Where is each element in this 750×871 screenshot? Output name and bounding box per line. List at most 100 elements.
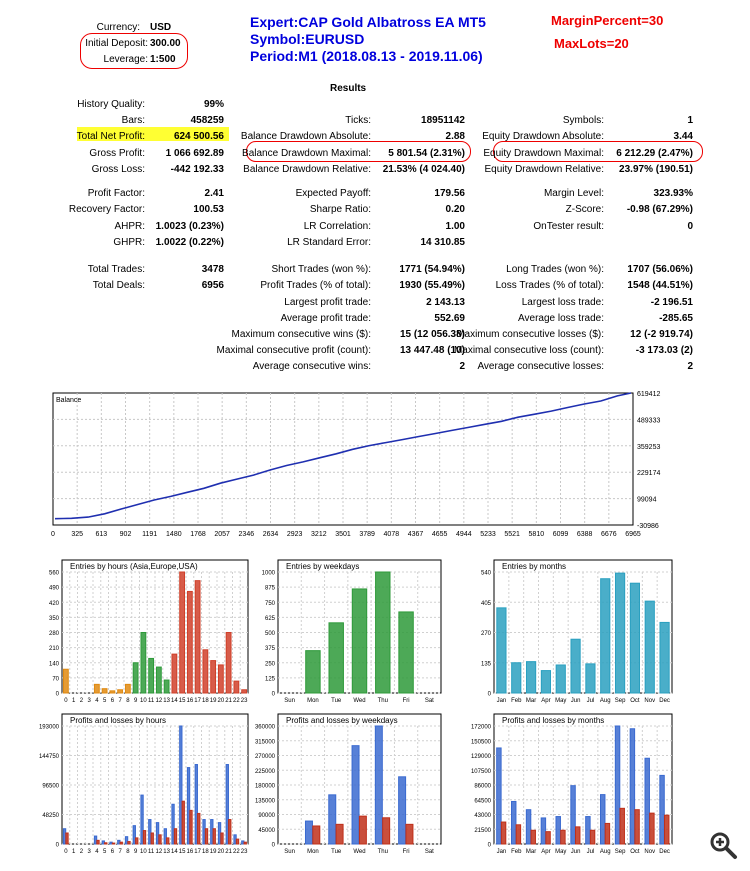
x-tick-label: 3: [87, 849, 91, 855]
y-tick-label: 0: [56, 692, 60, 698]
x-tick-label: Wed: [353, 698, 365, 704]
bar: [305, 650, 321, 694]
y-tick-label: 107500: [471, 769, 492, 775]
bar: [496, 607, 507, 694]
max-lots-text: MaxLots=20: [554, 36, 629, 51]
profit-bar: [163, 828, 167, 845]
profit-bar: [600, 794, 606, 845]
x-tick-label: 16: [187, 698, 194, 704]
stat-label: Equity Drawdown Relative:: [484, 163, 605, 175]
x-tick-label: 3212: [311, 531, 327, 538]
x-tick-label: 23: [241, 698, 248, 704]
profit-bar: [585, 816, 591, 845]
bar: [132, 662, 139, 694]
stat-value: 13 447.48 (10): [399, 345, 465, 357]
profit-bar: [374, 725, 383, 845]
x-tick-label: 325: [71, 531, 83, 538]
loss-bar: [545, 831, 551, 845]
y-tick-label: 280: [49, 631, 60, 637]
loss-bar: [197, 812, 201, 845]
profit-bar: [659, 774, 665, 845]
profit-bar: [179, 725, 183, 845]
y-tick-label: 180000: [255, 784, 276, 790]
stat-label: Average loss trade:: [518, 312, 604, 324]
profit-bar: [555, 816, 561, 845]
currency-value: USD: [150, 22, 172, 33]
bar: [62, 668, 69, 694]
loss-bar: [96, 839, 100, 845]
y-tick-label: 129000: [471, 754, 492, 760]
x-tick-label: Feb: [511, 849, 522, 855]
bar: [555, 664, 566, 694]
x-tick-label: Apr: [541, 698, 550, 704]
loss-bar: [619, 807, 625, 845]
stat-value: 1771 (54.94%): [399, 264, 465, 276]
stat-value: 3478: [201, 264, 224, 276]
profit-bar: [225, 764, 229, 845]
y-tick-label: 350: [49, 616, 60, 622]
stat-value: 323.93%: [653, 188, 693, 200]
x-tick-label: Sun: [284, 849, 295, 855]
x-tick-label: 4: [95, 849, 99, 855]
x-tick-label: 14: [171, 849, 178, 855]
stat-label: Z-Score:: [565, 204, 604, 216]
y-tick-label: 86000: [474, 784, 491, 790]
x-tick-label: Thu: [378, 849, 388, 855]
stat-label: LR Standard Error:: [287, 236, 371, 248]
chart-title: Entries by hours (Asia,Europe,USA): [70, 562, 198, 571]
stat-label: Balance Drawdown Relative:: [243, 163, 371, 175]
loss-bar: [530, 829, 536, 845]
x-tick-label: Fri: [403, 849, 410, 855]
net-profit-highlight: [77, 127, 229, 141]
bar: [351, 588, 368, 694]
y-tick-label: 750: [265, 601, 276, 607]
profit-bar: [140, 794, 144, 845]
stat-label: Long Trades (won %):: [506, 264, 604, 276]
loss-bar: [204, 828, 209, 845]
stat-value: -0.98 (67.29%): [626, 204, 693, 216]
stat-value: 3.44: [673, 131, 693, 143]
loss-bar: [173, 828, 178, 845]
x-tick-label: 20: [218, 698, 225, 704]
deposit-value: 300.00: [150, 38, 181, 49]
loss-bar: [150, 832, 154, 845]
x-tick-label: Mar: [526, 698, 536, 704]
loss-bar: [575, 826, 581, 845]
stat-value: 21.53% (4 024.40): [382, 163, 465, 175]
stat-label: Loss Trades (% of total):: [495, 280, 604, 292]
bar: [614, 572, 626, 694]
x-tick-label: 1191: [142, 531, 157, 538]
stat-label: Largest profit trade:: [284, 296, 371, 308]
y-tick-label: 0: [272, 692, 276, 698]
x-tick-label: 3: [87, 698, 91, 704]
loss-bar: [382, 817, 391, 845]
x-tick-label: 5233: [480, 531, 496, 538]
y-tick-label: 270: [481, 631, 492, 637]
balance-drawdown-oval: [246, 141, 471, 162]
x-tick-label: 19: [210, 698, 217, 704]
stat-label: Balance Drawdown Absolute:: [240, 131, 371, 143]
x-tick-label: Nov: [644, 849, 655, 855]
zoom-in-icon[interactable]: [708, 830, 738, 860]
bar: [328, 622, 344, 694]
y-tick-label: 359253: [637, 444, 660, 451]
stat-value: 1.0022 (0.22%): [155, 236, 224, 248]
x-tick-label: 7: [118, 849, 122, 855]
x-tick-label: 2346: [239, 531, 255, 538]
loss-bar: [212, 828, 216, 845]
x-tick-label: 902: [120, 531, 132, 538]
x-tick-label: 11: [148, 849, 155, 855]
stat-value: 14 310.85: [420, 236, 466, 248]
loss-bar: [604, 822, 611, 845]
x-tick-label: 8: [126, 849, 130, 855]
chart-title: Profits and losses by hours: [70, 716, 166, 725]
x-tick-label: 5521: [504, 531, 520, 538]
x-tick-label: 4078: [384, 531, 400, 538]
leverage-label: Leverage:: [103, 54, 148, 65]
x-tick-label: 7: [118, 698, 122, 704]
stat-label: AHPR:: [114, 220, 145, 232]
stat-label: Average consecutive wins:: [252, 361, 371, 373]
x-tick-label: 6676: [601, 531, 617, 538]
chart-title: Entries by weekdays: [286, 562, 359, 571]
